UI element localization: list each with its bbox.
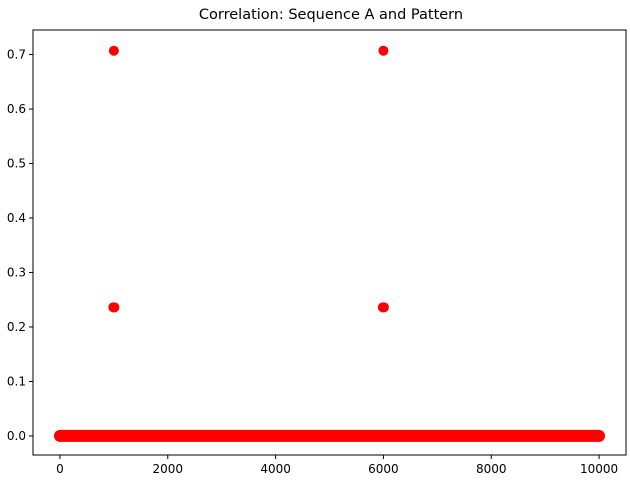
plot-area — [33, 30, 626, 455]
x-tick-label: 0 — [56, 462, 64, 476]
y-tick-label: 0.5 — [7, 156, 26, 170]
y-tick-label: 0.3 — [7, 265, 26, 279]
y-tick-label: 0.4 — [7, 211, 26, 225]
axes: 0 2000 4000 6000 8000 10000 0.0 0.1 0.2 0.3 0.4 0.5… — [7, 29, 627, 476]
y-tick-label: 0.6 — [7, 102, 26, 116]
data-point — [109, 302, 120, 313]
y-tick-label: 0.0 — [7, 429, 26, 443]
y-tick-label: 0.2 — [7, 320, 26, 334]
x-tick-label: 4000 — [260, 462, 291, 476]
x-tick-label: 2000 — [152, 462, 183, 476]
data-point — [108, 45, 119, 56]
data-marks — [53, 45, 606, 442]
plot-background — [33, 30, 626, 455]
x-tick-label: 10000 — [580, 462, 618, 476]
data-point — [378, 302, 389, 313]
chart-title: Correlation: Sequence A and Pattern — [199, 7, 463, 23]
y-tick-label: 0.1 — [7, 374, 26, 388]
x-tick-label: 8000 — [476, 462, 507, 476]
axes-frame — [32, 29, 627, 456]
data-point — [378, 45, 389, 56]
y-tick-label: 0.7 — [7, 48, 26, 62]
x-tick-label: 6000 — [368, 462, 399, 476]
